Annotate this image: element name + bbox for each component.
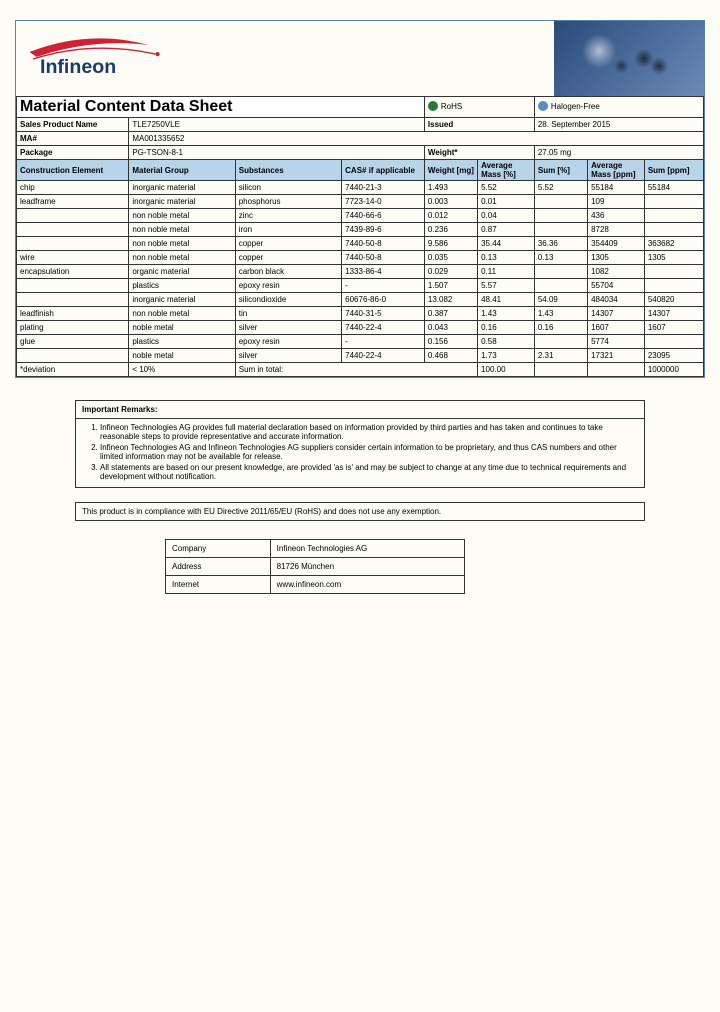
col-sum-pct: Sum [%]	[534, 160, 587, 181]
col-avg-mass-ppm: Average Mass [ppm]	[588, 160, 645, 181]
col-avg-mass-pct: Average Mass [%]	[478, 160, 535, 181]
col-sum-ppm: Sum [ppm]	[644, 160, 703, 181]
svg-text:Infineon: Infineon	[40, 56, 116, 78]
header-row: Infineon	[16, 21, 704, 96]
datasheet-container: Infineon Material Content Data Sheet RoH…	[15, 20, 705, 378]
halogen-free-badge: Halogen-Free	[534, 97, 703, 118]
label-sales-product-name: Sales Product Name	[17, 118, 129, 132]
sum-total-pct: 100.00	[478, 363, 535, 377]
deviation-label: *deviation	[17, 363, 129, 377]
table-row: plasticsepoxy resin-1.5075.5755704	[17, 279, 704, 293]
page-title: Material Content Data Sheet	[17, 97, 425, 118]
sum-in-total-label: Sum in total:	[235, 363, 477, 377]
rohs-icon	[428, 101, 438, 111]
remarks-body: Infineon Technologies AG provides full m…	[76, 419, 645, 488]
value-ma: MA001335652	[129, 132, 704, 146]
table-row: wirenon noble metalcopper7440-50-80.0350…	[17, 251, 704, 265]
infineon-logo: Infineon	[26, 34, 166, 84]
halogen-free-icon	[538, 101, 548, 111]
table-row: noble metalsilver7440-22-40.4681.732.311…	[17, 349, 704, 363]
col-material-group: Material Group	[129, 160, 235, 181]
sum-total-ppm: 1000000	[644, 363, 703, 377]
internet-value: www.infineon.com	[270, 576, 464, 594]
value-weight: 27.05 mg	[534, 146, 703, 160]
col-construction-element: Construction Element	[17, 160, 129, 181]
table-row: glueplasticsepoxy resin-0.1560.585774	[17, 335, 704, 349]
value-issued: 28. September 2015	[534, 118, 703, 132]
remarks-title: Important Remarks:	[76, 401, 645, 419]
table-row: leadframeinorganic materialphosphorus772…	[17, 195, 704, 209]
value-sales-product-name: TLE7250VLE	[129, 118, 425, 132]
company-box: Company Infineon Technologies AG Address…	[165, 539, 465, 594]
table-row: non noble metalcopper7440-50-89.58635.44…	[17, 237, 704, 251]
col-substances: Substances	[235, 160, 341, 181]
remark-item: Infineon Technologies AG and Infineon Te…	[100, 443, 638, 461]
table-row: chipinorganic materialsilicon7440-21-31.…	[17, 181, 704, 195]
remark-item: All statements are based on our present …	[100, 463, 638, 481]
label-weight: Weight*	[424, 146, 534, 160]
rohs-badge: RoHS	[424, 97, 534, 118]
compliance-box: This product is in compliance with EU Di…	[75, 502, 645, 521]
table-row: leadfinishnon noble metaltin7440-31-50.3…	[17, 307, 704, 321]
value-package: PG-TSON-8-1	[129, 146, 425, 160]
company-label: Company	[166, 540, 271, 558]
col-weight-mg: Weight [mg]	[424, 160, 477, 181]
address-value: 81726 München	[270, 558, 464, 576]
table-row: encapsulationorganic materialcarbon blac…	[17, 265, 704, 279]
label-ma: MA#	[17, 132, 129, 146]
product-image	[554, 21, 704, 96]
internet-label: Internet	[166, 576, 271, 594]
remarks-box: Important Remarks: Infineon Technologies…	[75, 400, 645, 488]
table-row: non noble metalzinc7440-66-60.0120.04436	[17, 209, 704, 223]
table-row: platingnoble metalsilver7440-22-40.0430.…	[17, 321, 704, 335]
datasheet-table: Material Content Data Sheet RoHS Halogen…	[16, 96, 704, 377]
address-label: Address	[166, 558, 271, 576]
compliance-text: This product is in compliance with EU Di…	[76, 503, 645, 521]
company-name: Infineon Technologies AG	[270, 540, 464, 558]
remark-item: Infineon Technologies AG provides full m…	[100, 423, 638, 441]
label-issued: Issued	[424, 118, 534, 132]
table-row: inorganic materialsilicondioxide60676-86…	[17, 293, 704, 307]
label-package: Package	[17, 146, 129, 160]
logo-cell: Infineon	[16, 21, 554, 96]
col-cas: CAS# if applicable	[342, 160, 425, 181]
deviation-value: < 10%	[129, 363, 235, 377]
table-row: non noble metaliron7439-89-60.2360.87872…	[17, 223, 704, 237]
